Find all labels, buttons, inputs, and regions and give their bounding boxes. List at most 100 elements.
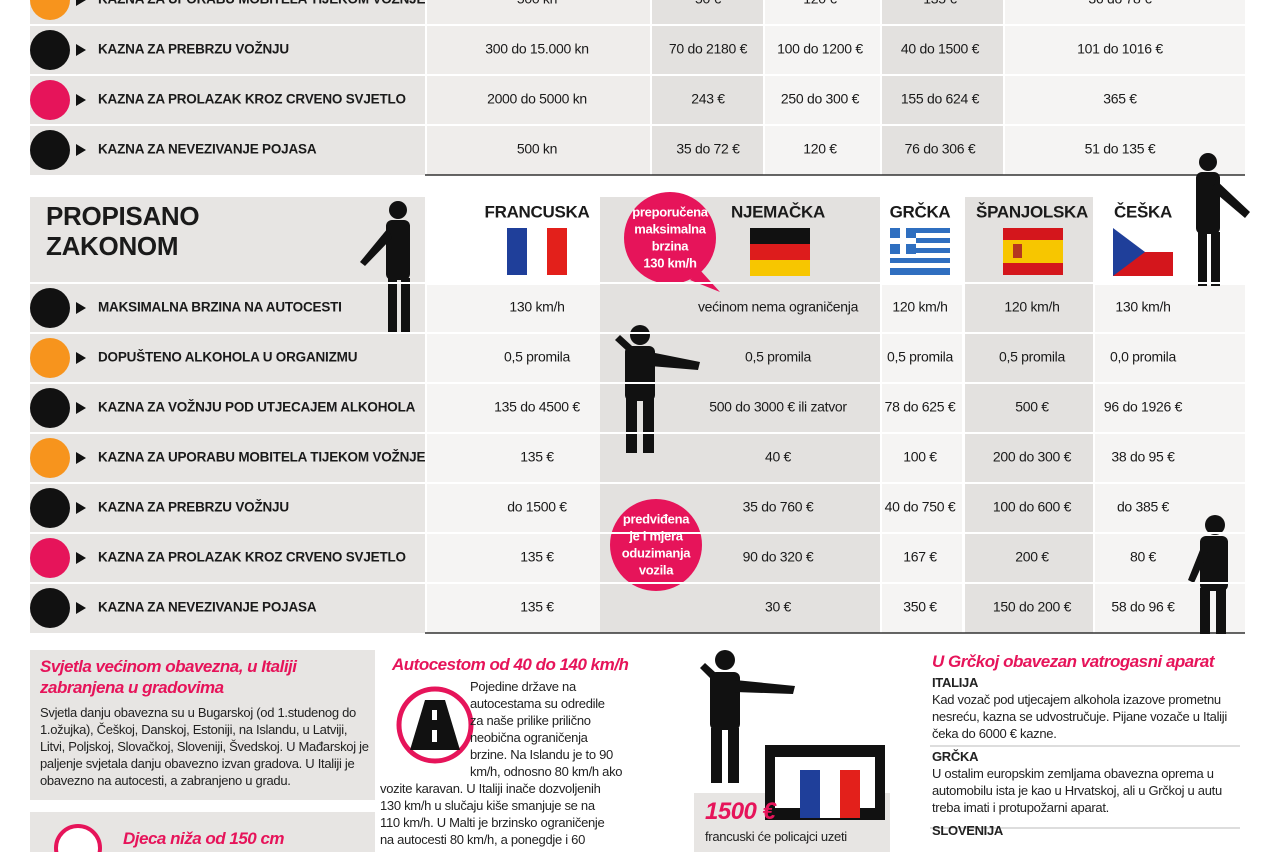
cell: 51 do 135 € (1085, 141, 1156, 157)
row-label: MAKSIMALNA BRZINA NA AUTOCESTI (98, 300, 342, 315)
column-bg (882, 0, 1003, 175)
flag-spain (1003, 228, 1063, 275)
row-icon (30, 538, 70, 578)
cell: 135 € (520, 599, 554, 615)
amount: 1500 € (705, 798, 776, 825)
cell: 120 € (803, 141, 837, 157)
cell: 300 do 15.000 kn (485, 41, 588, 57)
cell: 0,0 promila (1110, 349, 1176, 365)
row-label: DOPUŠTENO ALKOHOLA U ORGANIZMU (98, 350, 357, 365)
article-title: U Grčkoj obavezan vatrogasni aparat (932, 652, 1215, 671)
cell: 38 do 95 € (1111, 449, 1175, 465)
row-arrow (76, 302, 86, 314)
text-line: autocestama su odredile (470, 696, 605, 711)
cell: 350 € (903, 599, 937, 615)
cell: 0,5 promila (504, 349, 570, 365)
column-bg (765, 0, 880, 175)
cell: 0,5 promila (745, 349, 811, 365)
column-bg (427, 0, 650, 175)
text-line: na autocesti 80 km/h, a ponegdje i 60 (380, 832, 585, 847)
column-bg (427, 285, 600, 633)
flag-czech (1113, 228, 1173, 276)
text-line: 130 km/h u slučaju kiše smanjuje se na (380, 798, 595, 813)
cell: 135 € (923, 0, 957, 7)
callout-text: preporučena (632, 204, 709, 219)
cell: 100 do 600 € (993, 499, 1072, 515)
article-body: francuski će policajci uzeti (705, 829, 847, 844)
row-icon (30, 288, 70, 328)
article-bg (30, 650, 375, 800)
article-body: Svjetla danju obavezna su u Bugarskoj (o… (40, 705, 369, 788)
cell: 0,5 promila (887, 349, 953, 365)
cell: 2000 do 5000 kn (487, 91, 587, 107)
article-sections: ITALIJA Kad vozač pod utjecajem alkohola … (932, 674, 1242, 839)
cell: većinom nema ograničenja (698, 299, 859, 315)
cell: 40 do 750 € (885, 499, 956, 515)
silhouette (360, 201, 410, 333)
cell: 58 do 96 € (1111, 599, 1175, 615)
row-label: KAZNA ZA PROLAZAK KROZ CRVENO SVJETLO (98, 550, 406, 565)
cell: 135 do 4500 € (494, 399, 580, 415)
row-arrow (76, 0, 86, 6)
row-arrow (76, 44, 86, 56)
cell: 500 do 3000 € ili zatvor (709, 399, 847, 415)
cell: do 1500 € (507, 499, 567, 515)
country: GRČKA (890, 202, 951, 221)
silhouette (615, 325, 700, 453)
section-title: ZAKONOM (46, 231, 178, 261)
callout-bubble (624, 192, 716, 284)
text-line: vozite karavan. U Italiji inače dozvolje… (380, 781, 601, 796)
cell: 78 do 625 € (885, 399, 956, 415)
motorway-icon (396, 686, 474, 764)
cell: 80 € (1130, 549, 1157, 565)
cell: 50 € (695, 0, 722, 7)
row-label: KAZNA ZA VOŽNJU POD UTJECAJEM ALKOHOLA (98, 400, 416, 415)
row-label: KAZNA ZA PROLAZAK KROZ CRVENO SVJETLO (98, 92, 406, 107)
cell: 120 km/h (892, 299, 947, 315)
row-arrow (76, 94, 86, 106)
cell: 167 € (903, 549, 937, 565)
row-arrow (76, 502, 86, 514)
cell: 35 do 72 € (676, 141, 740, 157)
row-icon (30, 130, 70, 170)
section-heading: ITALIJA (932, 675, 979, 690)
row-icon (30, 0, 70, 20)
flag-germany (750, 228, 810, 276)
cell: 365 € (1103, 91, 1137, 107)
cell: 500 € (1015, 399, 1049, 415)
callout-text: oduzimanja (622, 545, 692, 560)
column-bg (652, 0, 763, 175)
film-strip (765, 745, 885, 820)
row-label: KAZNA ZA PREBRZU VOŽNJU (98, 42, 289, 57)
cell: 90 do 320 € (743, 549, 814, 565)
cell: 150 do 200 € (993, 599, 1072, 615)
country: ČEŠKA (1114, 202, 1172, 221)
article: Svjetla većinom obavezna, u Italiji zabr… (40, 656, 370, 789)
article-title: Svjetla većinom obavezna, u Italiji zabr… (40, 657, 297, 697)
callout-bubble (610, 499, 702, 591)
cell: 100 € (903, 449, 937, 465)
article: Autocestom od 40 do 140 km/h Pojedine dr… (380, 654, 652, 848)
cell: 155 do 624 € (901, 91, 980, 107)
silhouette (1196, 153, 1250, 286)
cell: 100 do 1200 € (777, 41, 863, 57)
row-arrow (76, 552, 86, 564)
section-text: U ostalim europskim zemljama obavezna op… (932, 766, 1222, 815)
row-arrow (76, 144, 86, 156)
text-line: km/h, odnosno 80 km/h ako (470, 764, 623, 779)
cell: 135 € (520, 549, 554, 565)
callout-text: 130 km/h (643, 255, 697, 270)
callout-text: je i mjera (628, 528, 683, 543)
article: U Grčkoj obavezan vatrogasni aparat ITAL… (932, 651, 1242, 839)
cell: 35 do 760 € (743, 499, 814, 515)
cell: 101 do 1016 € (1077, 41, 1163, 57)
row-label: KAZNA ZA NEVEZIVANJE POJASA (98, 600, 317, 615)
section-text: Kad vozač pod utjecajem alkohola izazove… (932, 692, 1227, 741)
cell: 76 do 306 € (905, 141, 976, 157)
country: FRANCUSKA (485, 202, 590, 221)
row-label: KAZNA ZA NEVEZIVANJE POJASA (98, 142, 317, 157)
section-heading: SLOVENIJA (932, 823, 1003, 838)
cell: 40 do 1500 € (901, 41, 980, 57)
cell: do 385 € (1117, 499, 1170, 515)
row-label: KAZNA ZA PREBRZU VOŽNJU (98, 500, 289, 515)
